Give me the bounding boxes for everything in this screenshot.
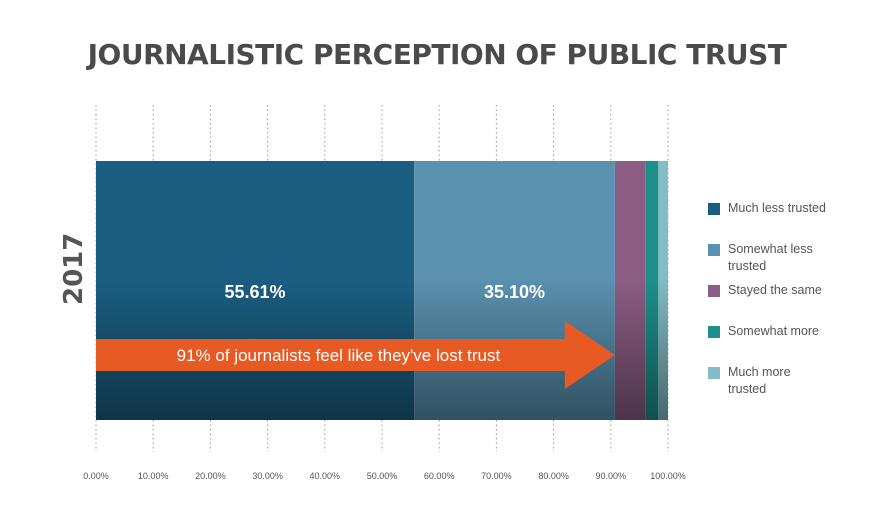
data-label: 35.10% — [484, 282, 545, 302]
legend-label: Somewhat more — [728, 324, 820, 338]
legend-swatch — [708, 244, 720, 256]
data-label: 55.61% — [225, 282, 286, 302]
bar-segment-shade — [96, 161, 415, 420]
legend-item: Somewhat more — [708, 323, 868, 364]
legend-label: Stayed the same — [728, 283, 822, 297]
x-tick-label: 90.00% — [596, 471, 627, 481]
bar-segment-shade — [658, 161, 668, 420]
legend-label: Much less trusted — [728, 201, 826, 215]
legend-label: Much more trusted — [728, 365, 791, 396]
legend-item: Stayed the same — [708, 282, 868, 323]
annotation-arrow — [96, 321, 615, 389]
x-tick-label: 80.00% — [538, 471, 569, 481]
legend-label: Somewhat less trusted — [728, 242, 813, 273]
x-tick-label: 30.00% — [252, 471, 283, 481]
legend-item: Much more trusted — [708, 364, 868, 405]
chart-title: JOURNALISTIC PERCEPTION OF PUBLIC TRUST — [87, 38, 787, 71]
bar-segment-shade — [645, 161, 659, 420]
legend-swatch — [708, 367, 720, 379]
x-tick-label: 20.00% — [195, 471, 226, 481]
legend-swatch — [708, 203, 720, 215]
legend: Much less trusted Somewhat less trusted St… — [708, 200, 868, 405]
x-tick-label: 10.00% — [138, 471, 169, 481]
bar-segment-shade — [614, 161, 646, 420]
legend-item: Somewhat less trusted — [708, 241, 868, 282]
annotation-text: 91% of journalists feel like they've los… — [177, 346, 501, 365]
x-tick-label: 70.00% — [481, 471, 512, 481]
x-tick-label: 60.00% — [424, 471, 455, 481]
x-tick-label: 0.00% — [83, 471, 109, 481]
x-tick-label: 40.00% — [310, 471, 341, 481]
x-tick-label: 50.00% — [367, 471, 398, 481]
legend-swatch — [708, 285, 720, 297]
legend-swatch — [708, 326, 720, 338]
legend-item: Much less trusted — [708, 200, 868, 241]
x-tick-label: 100.00% — [650, 471, 686, 481]
